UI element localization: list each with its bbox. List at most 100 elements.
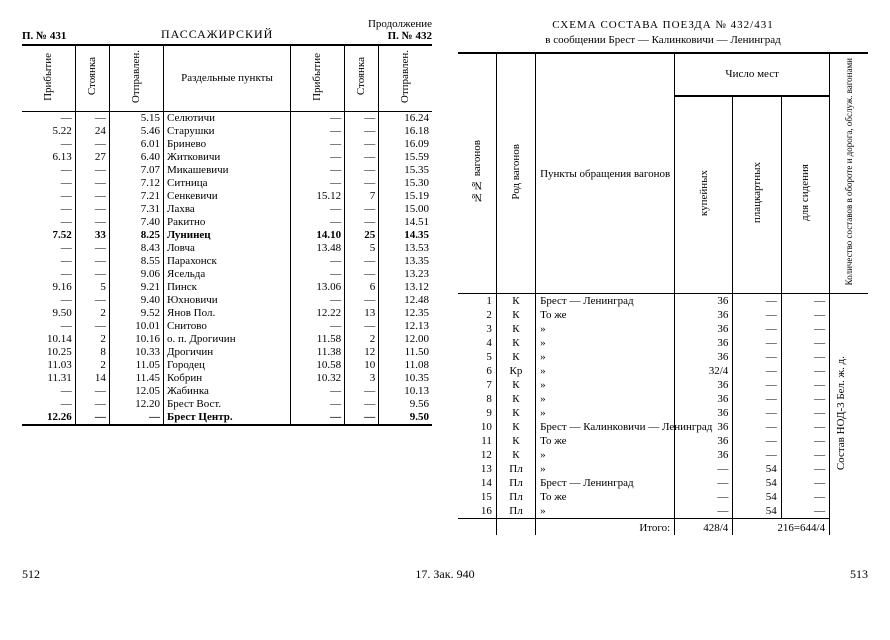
- cell: 15.00: [379, 203, 432, 216]
- cell: Старушки: [163, 125, 290, 138]
- total-kupe: 428/4: [675, 519, 733, 536]
- cell: 8.55: [109, 255, 163, 268]
- cell: 14.51: [379, 216, 432, 229]
- cell: 16.09: [379, 138, 432, 151]
- cell: 7.21: [109, 190, 163, 203]
- car-no: 12: [458, 448, 496, 462]
- seats-kupe: —: [675, 462, 733, 476]
- car-no: 4: [458, 336, 496, 350]
- timetable: Прибытие Стоянка Отправлен. Раздельные п…: [22, 44, 432, 426]
- col-car-no: №№ вагонов: [470, 136, 484, 207]
- cell: 9.40: [109, 294, 163, 307]
- cell: 5: [75, 281, 109, 294]
- cell: —: [290, 294, 344, 307]
- seats-plats: —: [733, 378, 781, 392]
- train-type-title: ПАССАЖИРСКИЙ: [66, 27, 368, 42]
- seats-kupe: 36: [675, 294, 733, 309]
- cell: 3: [345, 372, 379, 385]
- cell: Ситница: [163, 177, 290, 190]
- col-dep-r: Отправлен.: [399, 46, 412, 107]
- cell: Жабинка: [163, 385, 290, 398]
- cell: —: [345, 320, 379, 333]
- page-num-left: 512: [22, 567, 40, 582]
- cell: 7.07: [109, 164, 163, 177]
- cell: —: [290, 268, 344, 281]
- page-num-right: 513: [850, 567, 868, 582]
- cell: 6.40: [109, 151, 163, 164]
- car-no: 3: [458, 322, 496, 336]
- seats-kupe: 36: [675, 322, 733, 336]
- cell: 12.35: [379, 307, 432, 320]
- cell: 12.05: [109, 385, 163, 398]
- cell: 2: [345, 333, 379, 346]
- cell: 13.48: [290, 242, 344, 255]
- col-station: Раздельные пункты: [181, 72, 273, 84]
- cell: —: [22, 385, 75, 398]
- col-note: Количество составов в обороте и дорога, …: [844, 54, 854, 289]
- seats-plats: —: [733, 448, 781, 462]
- car-type: К: [496, 294, 535, 309]
- seats-plats: —: [733, 322, 781, 336]
- cell: Житковичи: [163, 151, 290, 164]
- col-dep-l: Отправлен.: [130, 46, 143, 107]
- cell: —: [290, 411, 344, 425]
- comp-row: 16Пл»—54—: [458, 504, 868, 519]
- total-label: Итого:: [536, 519, 675, 536]
- timetable-row: 6.13276.40Житковичи——15.59: [22, 151, 432, 164]
- comp-row: 10КБрест — Калинковичи — Ленинград36——: [458, 420, 868, 434]
- cell: 11.45: [109, 372, 163, 385]
- cell: Снитово: [163, 320, 290, 333]
- seats-plats: —: [733, 350, 781, 364]
- cell: —: [345, 151, 379, 164]
- cell: —: [290, 320, 344, 333]
- seats-plats: 54: [733, 462, 781, 476]
- cell: —: [75, 398, 109, 411]
- timetable-row: ——6.01Бринево——16.09: [22, 138, 432, 151]
- seats-sit: —: [781, 476, 829, 490]
- cell: 9.16: [22, 281, 75, 294]
- cell: 10.14: [22, 333, 75, 346]
- cell: 11.31: [22, 372, 75, 385]
- cell: —: [75, 138, 109, 151]
- car-no: 9: [458, 406, 496, 420]
- cell: —: [22, 203, 75, 216]
- timetable-row: 10.14210.16о. п. Дрогичин11.58212.00: [22, 333, 432, 346]
- cell: —: [75, 242, 109, 255]
- timetable-row: 9.1659.21Пинск13.06613.12: [22, 281, 432, 294]
- cell: Кобрин: [163, 372, 290, 385]
- cell: Ракитно: [163, 216, 290, 229]
- col-stop-l: Стоянка: [86, 53, 99, 99]
- left-page: П. № 431 ПАССАЖИРСКИЙ Продолжение П. № 4…: [22, 18, 432, 535]
- car-type: К: [496, 378, 535, 392]
- cell: 10.16: [109, 333, 163, 346]
- car-route: »: [536, 462, 675, 476]
- cell: —: [290, 385, 344, 398]
- cell: 13.35: [379, 255, 432, 268]
- cell: 10.25: [22, 346, 75, 359]
- car-type: К: [496, 308, 535, 322]
- footer-center: 17. Зак. 940: [415, 567, 474, 582]
- seats-sit: —: [781, 420, 829, 434]
- seats-kupe: 36: [675, 336, 733, 350]
- comp-row: 2КТо же36——: [458, 308, 868, 322]
- cell: —: [109, 411, 163, 425]
- car-route: Брест — Ленинград: [536, 476, 675, 490]
- car-no: 7: [458, 378, 496, 392]
- car-route: »: [536, 504, 675, 519]
- cell: 6: [345, 281, 379, 294]
- cell: 7.40: [109, 216, 163, 229]
- cell: 15.59: [379, 151, 432, 164]
- col-car-type: Род вагонов: [509, 140, 523, 204]
- car-type: К: [496, 448, 535, 462]
- cell: 6.01: [109, 138, 163, 151]
- cell: 16.24: [379, 112, 432, 126]
- cell: —: [75, 255, 109, 268]
- cell: —: [345, 138, 379, 151]
- cell: 14.35: [379, 229, 432, 242]
- cell: 7.52: [22, 229, 75, 242]
- timetable-row: ——10.01Снитово——12.13: [22, 320, 432, 333]
- timetable-row: ——7.12Ситница——15.30: [22, 177, 432, 190]
- comp-row: 13Пл»—54—: [458, 462, 868, 476]
- timetable-row: 5.22245.46Старушки——16.18: [22, 125, 432, 138]
- car-no: 8: [458, 392, 496, 406]
